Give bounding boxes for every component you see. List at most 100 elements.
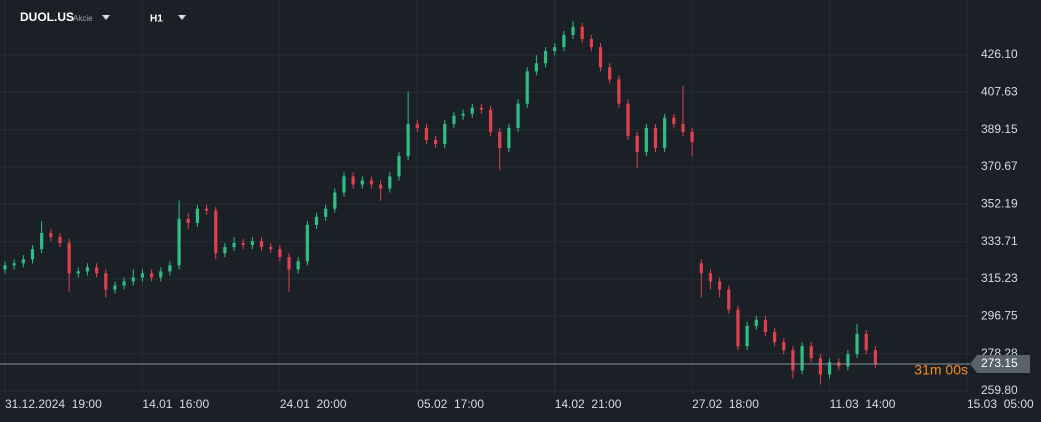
candles bbox=[3, 20, 877, 385]
candle-body bbox=[195, 208, 200, 223]
candle-body bbox=[269, 247, 273, 250]
candle-body bbox=[782, 342, 786, 351]
candle-body bbox=[397, 156, 401, 177]
candle-body bbox=[855, 333, 859, 355]
x-tick-label: 14.01 16:00 bbox=[142, 397, 209, 411]
candle-body bbox=[305, 224, 309, 262]
candle-body bbox=[516, 103, 520, 128]
candle-body bbox=[186, 218, 190, 223]
candle-body bbox=[736, 309, 740, 347]
candle-body bbox=[525, 71, 529, 104]
candle-body bbox=[40, 232, 44, 250]
y-tick-label: 296.75 bbox=[981, 308, 1018, 322]
candle-body bbox=[452, 115, 456, 124]
candle-body bbox=[324, 208, 328, 217]
x-tick-label: 27.02 18:00 bbox=[692, 397, 759, 411]
candle-body bbox=[754, 319, 758, 326]
candle-body bbox=[122, 281, 126, 286]
candle-body bbox=[791, 350, 795, 371]
candle-body bbox=[543, 51, 548, 64]
candle-body bbox=[333, 192, 337, 209]
candle-body bbox=[131, 277, 135, 282]
x-tick-label: 31.12.2024 19:00 bbox=[5, 397, 102, 411]
candle-body bbox=[424, 127, 429, 141]
candle-body bbox=[635, 135, 639, 153]
candle-body bbox=[369, 180, 374, 185]
x-tick-label: 11.03 14:00 bbox=[830, 397, 896, 411]
candle-body bbox=[314, 216, 319, 225]
candle-body bbox=[653, 127, 658, 149]
candle-body bbox=[846, 354, 850, 367]
candle-body bbox=[12, 263, 16, 266]
timeframe-dropdown[interactable] bbox=[178, 15, 186, 20]
x-tick-label: 05.02 17:00 bbox=[417, 397, 484, 411]
timeframe[interactable]: H1 bbox=[150, 14, 163, 25]
overlay: 259.80278.28296.75315.23333.71352.19370.… bbox=[0, 47, 1034, 411]
symbol[interactable]: DUOL.US bbox=[20, 10, 74, 24]
candle-body bbox=[379, 184, 383, 189]
candle-body bbox=[232, 243, 236, 248]
candle-body bbox=[415, 123, 419, 128]
countdown: 31m 00s bbox=[914, 362, 968, 378]
candle-body bbox=[498, 131, 502, 149]
candle-body bbox=[287, 257, 291, 270]
candle-body bbox=[85, 267, 90, 272]
candle-body bbox=[204, 208, 209, 211]
y-tick-label: 315.23 bbox=[981, 271, 1018, 285]
candle-body bbox=[663, 117, 667, 149]
candle-body bbox=[672, 117, 676, 124]
candle-body bbox=[149, 273, 154, 278]
y-tick-label: 370.67 bbox=[981, 159, 1018, 173]
candle-body bbox=[479, 107, 484, 110]
candle-body bbox=[608, 67, 612, 80]
candle-body bbox=[342, 176, 346, 193]
candle-body bbox=[864, 333, 868, 351]
y-tick-label: 259.80 bbox=[981, 383, 1018, 397]
candle-body bbox=[360, 180, 364, 185]
candle-body bbox=[809, 346, 813, 359]
candle-body bbox=[259, 241, 264, 248]
candle-body bbox=[223, 247, 227, 254]
candle-body bbox=[763, 319, 768, 332]
candle-body bbox=[818, 358, 823, 375]
candle-body bbox=[745, 325, 749, 347]
candle-body bbox=[406, 123, 410, 157]
candle-body bbox=[388, 176, 392, 189]
x-tick-label: 14.02 21:00 bbox=[555, 397, 622, 411]
candle-body bbox=[699, 263, 703, 274]
candle-body bbox=[296, 261, 300, 270]
candle-body bbox=[58, 237, 62, 244]
candle-body bbox=[571, 26, 575, 35]
candle-body bbox=[140, 273, 145, 278]
candle-body bbox=[534, 63, 538, 72]
candle-body bbox=[49, 232, 53, 237]
candle-body bbox=[470, 107, 474, 114]
symbol-dropdown[interactable] bbox=[102, 15, 110, 20]
candle-body bbox=[827, 362, 832, 375]
y-tick-label: 407.63 bbox=[981, 84, 1018, 98]
candle-body bbox=[21, 259, 25, 264]
candle-body bbox=[644, 127, 648, 153]
candle-body bbox=[113, 285, 117, 290]
candle-body bbox=[241, 243, 245, 246]
candle-body bbox=[76, 271, 80, 274]
candle-body bbox=[67, 243, 71, 274]
candle-body bbox=[727, 289, 731, 310]
candle-body bbox=[250, 241, 254, 246]
candle-body bbox=[434, 140, 438, 145]
candle-body bbox=[772, 331, 777, 343]
last-price-box bbox=[970, 354, 1030, 373]
candle-body bbox=[708, 273, 713, 282]
candle-body bbox=[800, 346, 804, 371]
x-tick-label: 24.01 20:00 bbox=[280, 397, 347, 411]
y-tick-label: 333.71 bbox=[981, 234, 1018, 248]
candle-body bbox=[589, 38, 593, 48]
candle-body bbox=[159, 271, 163, 278]
candle-body bbox=[278, 249, 282, 258]
grid bbox=[0, 0, 970, 395]
candle-body bbox=[598, 47, 603, 68]
candle-body bbox=[580, 26, 584, 39]
candle-body bbox=[488, 109, 493, 132]
